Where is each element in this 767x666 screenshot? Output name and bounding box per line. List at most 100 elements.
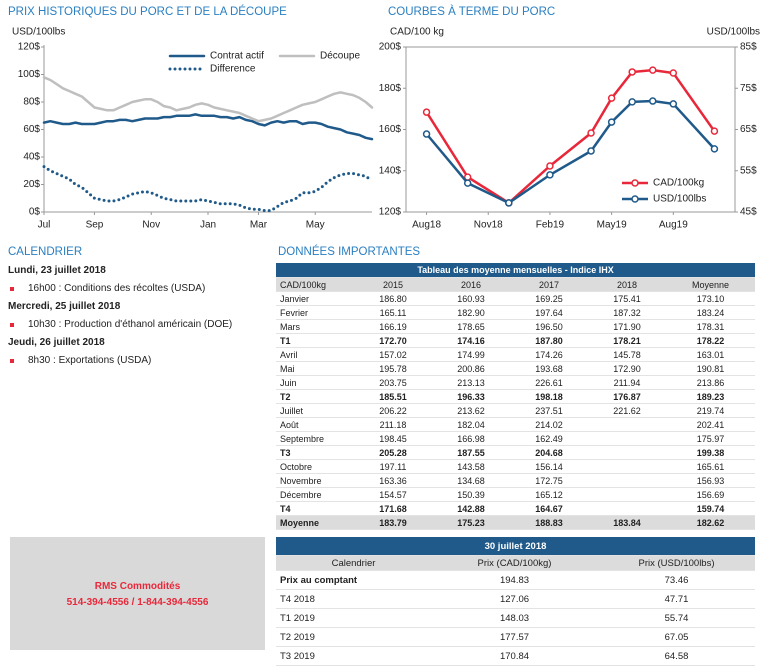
table-cell: 178.21 — [588, 333, 666, 348]
y2-tick-label: 55$ — [740, 165, 757, 176]
table-caption: Tableau des moyenne mensuelles - Indice … — [276, 263, 756, 278]
table-cell: 166.98 — [432, 431, 510, 446]
calendar-title: CALENDRIER — [8, 246, 83, 258]
table-cell: 183.84 — [588, 515, 666, 530]
table-cell: 193.68 — [510, 361, 588, 376]
table-cell: 145.78 — [588, 347, 666, 362]
caption-row: Tableau des moyenne mensuelles - Indice … — [276, 263, 756, 278]
table-cell: Juillet — [276, 403, 354, 418]
y-tick-label: 120$ — [18, 42, 41, 53]
charts: PRIX HISTORIQUES DU PORC ET DE LA DÉCOUP… — [8, 5, 760, 231]
legend-marker — [631, 179, 639, 187]
table-row: T3 205.28 187.55 204.68 199.38 — [276, 445, 756, 460]
table-row: Décembre 154.57 150.39 165.12 156.69 — [276, 487, 756, 502]
table-cell: 214.02 — [510, 417, 588, 432]
header-cell: CAD/100kg — [276, 277, 354, 292]
series-marker — [710, 145, 719, 153]
table-caption: 30 juillet 2018 — [276, 537, 755, 556]
table-cell: 187.80 — [510, 333, 588, 348]
legend-label: Contrat actif — [210, 51, 264, 62]
table-cell: 171.90 — [588, 319, 666, 334]
legend-label: USD/100lbs — [653, 194, 706, 205]
table-row: T4 2018 127.06 47.71 — [276, 589, 755, 609]
table-cell — [588, 445, 666, 460]
table-row: Juillet 206.22 213.62 237.51 221.62 219.74 — [276, 403, 756, 418]
table-row: Septembre 198.45 166.98 162.49 175.97 — [276, 431, 756, 446]
contact-name: RMS Commodités — [94, 581, 181, 592]
table-row: Fevrier 165.11 182.90 197.64 187.32 183.24 — [276, 305, 756, 320]
table-row: Mars 166.19 178.65 196.50 171.90 178.31 — [276, 319, 756, 334]
header-cell: 2017 — [510, 277, 588, 292]
table-cell: 163.36 — [354, 473, 432, 488]
table-cell: 188.83 — [510, 515, 588, 530]
x-tick-label: Mar — [250, 220, 268, 231]
series-marker — [710, 127, 719, 135]
legend-label: CAD/100kg — [653, 178, 704, 189]
y2-tick-label: 45$ — [740, 207, 757, 218]
table-cell: 178.65 — [432, 319, 510, 334]
table-cell: 237.51 — [510, 403, 588, 418]
caption-row: 30 juillet 2018 — [276, 537, 755, 556]
series-marker — [463, 179, 472, 187]
table-cell: 202.41 — [666, 417, 756, 432]
table-cell: 64.58 — [598, 646, 755, 666]
y-tick-label: 20$ — [23, 179, 40, 190]
table-cell: Fevrier — [276, 305, 354, 320]
table-cell: Juin — [276, 375, 354, 390]
table-cell: 182.04 — [432, 417, 510, 432]
table-body: Tableau des moyenne mensuelles - Indice … — [276, 263, 756, 530]
table-cell: 213.62 — [432, 403, 510, 418]
y-tick-label: 180$ — [379, 83, 402, 94]
table-cell: T2 2019 — [276, 627, 431, 647]
table-cell: T1 — [276, 333, 354, 348]
header-cell: Prix (CAD/100kg) — [431, 555, 598, 571]
table-cell: 194.83 — [431, 570, 598, 590]
y-tick-label: 0$ — [29, 207, 41, 218]
series-line — [42, 76, 374, 123]
table-cell: 143.58 — [432, 459, 510, 474]
table-cell: T4 2018 — [276, 589, 431, 609]
legend-label: Difference — [210, 64, 256, 75]
table-cell: 185.51 — [354, 389, 432, 404]
calendar-date: Jeudi, 26 juillet 2018 — [8, 337, 105, 348]
table-cell — [588, 431, 666, 446]
table-cell: Septembre — [276, 431, 354, 446]
table-cell: T4 — [276, 501, 354, 516]
table-cell: 172.75 — [510, 473, 588, 488]
table-cell — [588, 459, 666, 474]
legend-label: Découpe — [320, 51, 360, 62]
x-tick-label: May19 — [597, 220, 627, 231]
table-cell: 164.67 — [510, 501, 588, 516]
table-row: Mai 195.78 200.86 193.68 172.90 190.81 — [276, 361, 756, 376]
calendar-date: Lundi, 23 juillet 2018 — [8, 265, 106, 276]
y-tick-label: 160$ — [379, 124, 402, 135]
table-cell: 175.41 — [588, 291, 666, 306]
table-body: 30 juillet 2018 Calendrier Prix (CAD/100kg… — [276, 537, 755, 666]
y-tick-label: 80$ — [23, 97, 40, 108]
x-tick-label: Nov18 — [474, 220, 503, 231]
series-marker — [649, 97, 657, 105]
table-cell — [588, 501, 666, 516]
table-row: T3 2019 170.84 64.58 — [276, 646, 755, 666]
series-line — [425, 99, 716, 205]
table-row: Janvier 186.80 160.93 169.25 175.41 173.10 — [276, 291, 756, 306]
series-group — [422, 66, 719, 207]
table-cell: 169.25 — [510, 291, 588, 306]
table-cell: 182.62 — [666, 515, 756, 530]
table-row: Août 211.18 182.04 214.02 202.41 — [276, 417, 756, 432]
series-marker — [669, 69, 678, 77]
table-cell: 199.38 — [666, 445, 756, 460]
header-cell: Moyenne — [666, 277, 756, 292]
table-cell: 172.70 — [354, 333, 432, 348]
table-cell: 174.16 — [432, 333, 510, 348]
y-tick-label: 60$ — [23, 124, 40, 135]
table-cell: 187.55 — [432, 445, 510, 460]
table-cell: 205.28 — [354, 445, 432, 460]
y-tick-label: 140$ — [379, 165, 402, 176]
table-cell: Mars — [276, 319, 354, 334]
monthly-table: Tableau des moyenne mensuelles - Indice … — [276, 263, 756, 530]
table-row: Novembre 163.36 134.68 172.75 156.93 — [276, 473, 756, 488]
table-row: Moyenne 183.79 175.23 188.83 183.84 182.62 — [276, 515, 756, 530]
table-cell: Prix au comptant — [276, 570, 431, 590]
table-cell: 142.88 — [432, 501, 510, 516]
